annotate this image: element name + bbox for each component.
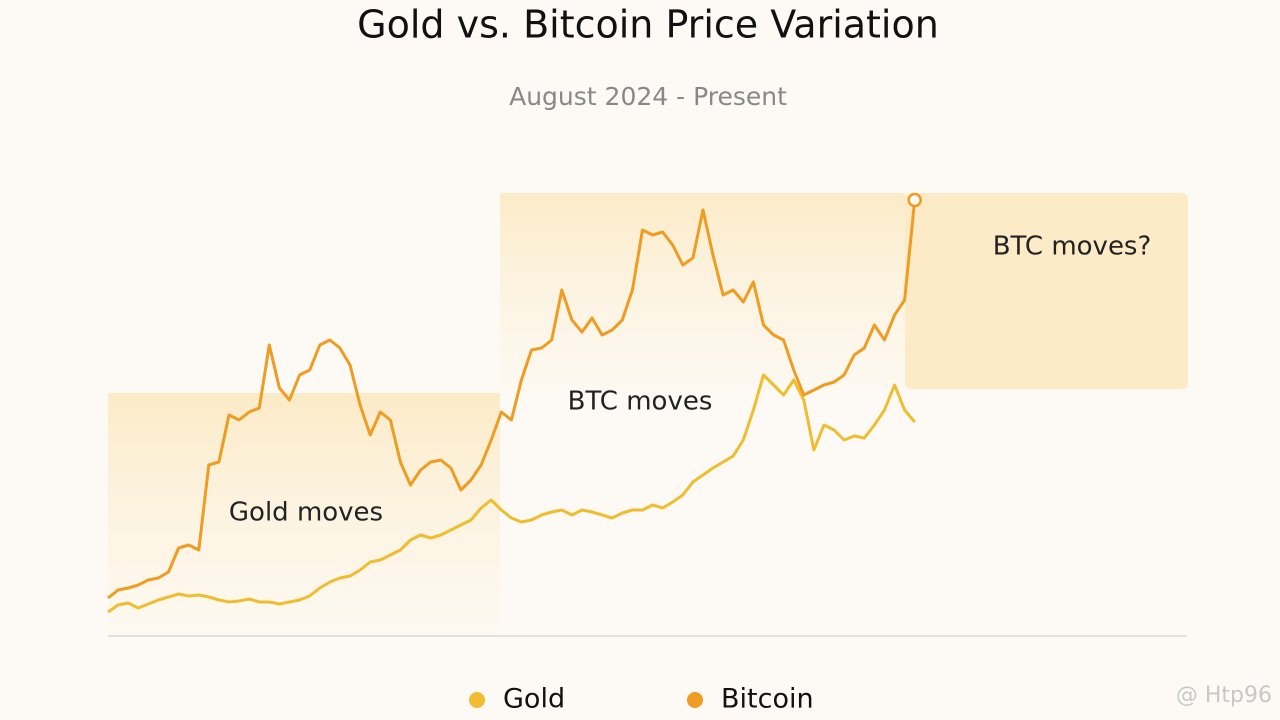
legend-swatch <box>469 692 485 708</box>
chart-title: Gold vs. Bitcoin Price Variation <box>357 3 939 47</box>
legend-label: Bitcoin <box>721 684 814 715</box>
watermark: @ Htp96 <box>1176 683 1272 708</box>
legend-label: Gold <box>503 684 565 715</box>
legend-swatch <box>687 692 703 708</box>
btc-future-region <box>905 193 1188 389</box>
annotation: BTC moves <box>568 387 713 417</box>
annotation: BTC moves? <box>993 232 1152 262</box>
chart-subtitle: August 2024 - Present <box>509 82 787 111</box>
btc-region <box>500 193 905 390</box>
end-marker <box>907 192 922 208</box>
annotation: Gold moves <box>229 498 383 528</box>
series-line <box>107 373 916 614</box>
series-line <box>107 199 917 600</box>
